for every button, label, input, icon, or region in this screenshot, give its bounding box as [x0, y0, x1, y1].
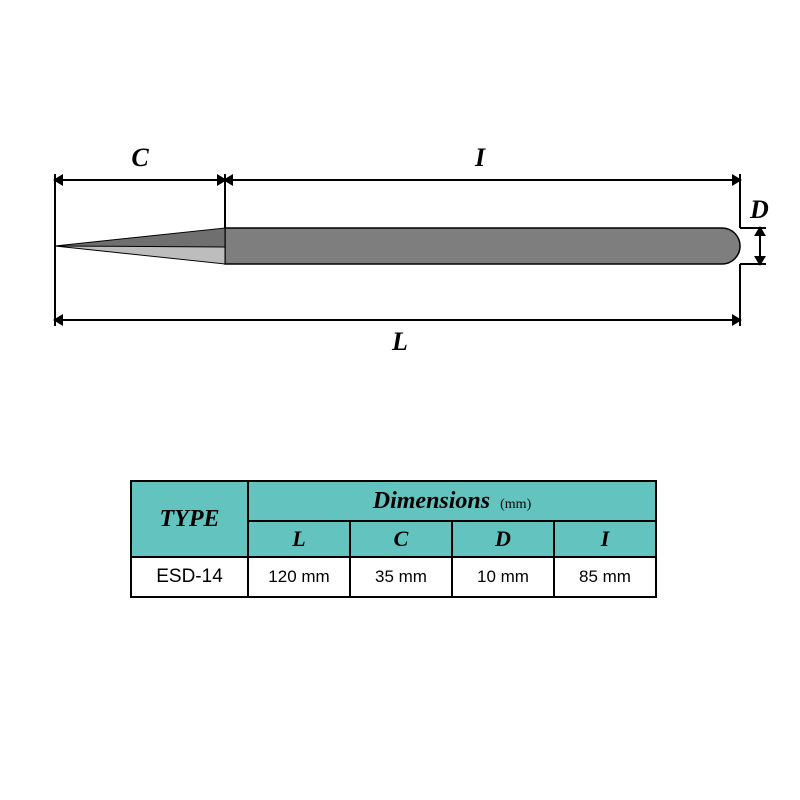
cell-type: ESD-14: [131, 557, 248, 597]
cell-i: 85 mm: [554, 557, 656, 597]
col-header-l: L: [248, 521, 350, 557]
label-c: C: [131, 143, 149, 172]
dimensions-table: TYPE Dimensions (mm) LCDI ESD-14120 mm35…: [130, 480, 657, 598]
dimension-i: [225, 174, 740, 228]
tweezer-shape: [55, 228, 740, 264]
col-header-c: C: [350, 521, 452, 557]
col-header-d: D: [452, 521, 554, 557]
label-d: D: [749, 195, 769, 224]
header-type: TYPE: [131, 481, 248, 557]
label-l: L: [391, 327, 408, 356]
dimensions-unit: (mm): [500, 497, 531, 512]
cell-l: 120 mm: [248, 557, 350, 597]
label-i: I: [474, 143, 486, 172]
header-dimensions: Dimensions (mm): [248, 481, 656, 521]
dimension-diagram: C I D L: [0, 0, 800, 420]
dimensions-title: Dimensions: [373, 488, 490, 514]
col-header-i: I: [554, 521, 656, 557]
dimension-d: [740, 228, 766, 264]
table-row: ESD-14120 mm35 mm10 mm85 mm: [131, 557, 656, 597]
cell-c: 35 mm: [350, 557, 452, 597]
cell-d: 10 mm: [452, 557, 554, 597]
